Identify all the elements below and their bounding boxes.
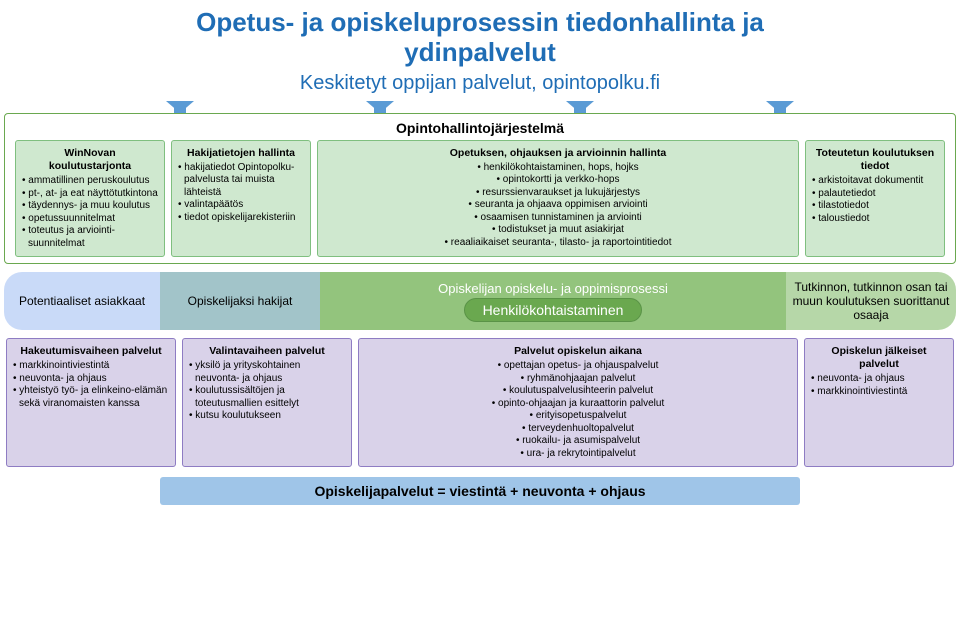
main-title-line2: ydinpalvelut: [0, 38, 960, 68]
list-item: ura- ja rekrytointipalvelut: [365, 448, 791, 461]
list-item: toteutus ja arviointi-suunnitelmat: [22, 225, 158, 250]
list-item: tiedot opiskelijarekisteriin: [178, 212, 304, 225]
box-title: Toteutetun koulutuksen tiedot: [812, 147, 938, 173]
box-list: opettajan opetus- ja ohjauspalvelut ryhm…: [365, 360, 791, 460]
top-col-tarjonta: WinNovan koulutustarjonta ammatillinen p…: [15, 140, 165, 257]
box-title: Opetuksen, ohjauksen ja arvioinnin halli…: [324, 147, 792, 160]
list-item: osaamisen tunnistaminen ja arviointi: [324, 212, 792, 225]
horizon-label: Potentiaaliset asiakkaat: [19, 294, 145, 308]
list-item: seuranta ja ohjaava oppimisen arviointi: [324, 199, 792, 212]
top-col-toteutettu: Toteutetun koulutuksen tiedot arkistoita…: [805, 140, 945, 257]
box-title: Hakijatietojen hallinta: [178, 147, 304, 160]
bottom-band: Hakeutumisvaiheen palvelut markkinointiv…: [0, 338, 960, 467]
box-list: neuvonta- ja ohjaus markkinointiviestint…: [811, 373, 947, 398]
list-item: opintokortti ja verkko-hops: [324, 174, 792, 187]
horizon-tutkinto: Tutkinnon, tutkinnon osan tai muun koulu…: [786, 272, 956, 330]
bot-col-aikana: Palvelut opiskelun aikana opettajan opet…: [358, 338, 798, 467]
arrow-down-icon: [766, 101, 794, 113]
arrows-row: [0, 99, 960, 113]
ohj-system-frame: Opintohallintojärjestelmä WinNovan koulu…: [4, 113, 956, 264]
bot-col-jalkeiset: Opiskelun jälkeiset palvelut neuvonta- j…: [804, 338, 954, 467]
list-item: täydennys- ja muu koulutus: [22, 200, 158, 213]
list-item: terveydenhuoltopalvelut: [365, 423, 791, 436]
main-title-line1: Opetus- ja opiskeluprosessin tiedonhalli…: [0, 8, 960, 38]
list-item: arkistoitavat dokumentit: [812, 175, 938, 188]
footer-bar: Opiskelijapalvelut = viestintä + neuvont…: [160, 477, 800, 505]
box-list: markkinointiviestintä neuvonta- ja ohjau…: [13, 360, 169, 410]
box-title: Valintavaiheen palvelut: [189, 345, 345, 358]
list-item: neuvonta- ja ohjaus: [13, 373, 169, 386]
list-item: kutsu koulutukseen: [189, 410, 345, 423]
list-item: resurssienvaraukset ja lukujärjestys: [324, 187, 792, 200]
process-horizon-row: Potentiaaliset asiakkaat Opiskelijaksi h…: [4, 272, 956, 330]
list-item: yhteistyö työ- ja elinkeino-elämän sekä …: [13, 385, 169, 410]
arrow-down-icon: [566, 101, 594, 113]
box-list: arkistoitavat dokumentit palautetiedot t…: [812, 175, 938, 225]
list-item: ryhmänohjaajan palvelut: [365, 373, 791, 386]
list-item: pt-, at- ja eat näyttötutkintona: [22, 188, 158, 201]
list-item: koulutuspalvelusihteerin palvelut: [365, 385, 791, 398]
list-item: ruokailu- ja asumispalvelut: [365, 435, 791, 448]
horizon-label: Opiskelijan opiskelu- ja oppimisprosessi: [438, 281, 668, 296]
list-item: opinto-ohjaajan ja kuraattorin palvelut: [365, 398, 791, 411]
arrow-down-icon: [366, 101, 394, 113]
list-item: palautetiedot: [812, 188, 938, 201]
list-item: tilastotiedot: [812, 200, 938, 213]
list-item: reaaliaikaiset seuranta-, tilasto- ja ra…: [324, 237, 792, 250]
top-col-hakija: Hakijatietojen hallinta hakijatiedot Opi…: [171, 140, 311, 257]
list-item: neuvonta- ja ohjaus: [811, 373, 947, 386]
arrow-down-icon: [166, 101, 194, 113]
box-list: ammatillinen peruskoulutus pt-, at- ja e…: [22, 175, 158, 250]
subtitle: Keskitetyt oppijan palvelut, opintopolku…: [0, 72, 960, 95]
horizon-pill-henkilokohtaistaminen: Henkilökohtaistaminen: [464, 298, 643, 322]
list-item: taloustiedot: [812, 213, 938, 226]
list-item: henkilökohtaistaminen, hops, hojks: [324, 162, 792, 175]
list-item: markkinointiviestintä: [13, 360, 169, 373]
list-item: ammatillinen peruskoulutus: [22, 175, 158, 188]
list-item: erityisopetuspalvelut: [365, 410, 791, 423]
list-item: markkinointiviestintä: [811, 386, 947, 399]
horizon-opiskeluprosessi: Opiskelijan opiskelu- ja oppimisprosessi…: [320, 272, 786, 330]
ohj-title: Opintohallintojärjestelmä: [9, 114, 951, 140]
list-item: yksilö ja yrityskohtainen neuvonta- ja o…: [189, 360, 345, 385]
list-item: koulutussisältöjen ja toteutusmallien es…: [189, 385, 345, 410]
top-col-opetus: Opetuksen, ohjauksen ja arvioinnin halli…: [317, 140, 799, 257]
box-title: Hakeutumisvaiheen palvelut: [13, 345, 169, 358]
box-list: hakijatiedot Opintopolku-palvelusta tai …: [178, 162, 304, 225]
top-band: WinNovan koulutustarjonta ammatillinen p…: [9, 140, 951, 257]
list-item: todistukset ja muut asiakirjat: [324, 224, 792, 237]
box-title: Palvelut opiskelun aikana: [365, 345, 791, 358]
box-list: henkilökohtaistaminen, hops, hojks opint…: [324, 162, 792, 250]
bot-col-hakeutumis: Hakeutumisvaiheen palvelut markkinointiv…: [6, 338, 176, 467]
horizon-label: Tutkinnon, tutkinnon osan tai muun koulu…: [792, 280, 950, 322]
bot-col-valinta: Valintavaiheen palvelut yksilö ja yritys…: [182, 338, 352, 467]
horizon-potentiaaliset: Potentiaaliset asiakkaat: [4, 272, 160, 330]
box-title: WinNovan koulutustarjonta: [22, 147, 158, 173]
list-item: opettajan opetus- ja ohjauspalvelut: [365, 360, 791, 373]
footer-text: Opiskelijapalvelut = viestintä + neuvont…: [314, 483, 645, 499]
list-item: opetussuunnitelmat: [22, 213, 158, 226]
list-item: valintapäätös: [178, 199, 304, 212]
horizon-hakijat: Opiskelijaksi hakijat: [160, 272, 320, 330]
list-item: hakijatiedot Opintopolku-palvelusta tai …: [178, 162, 304, 200]
title-block: Opetus- ja opiskeluprosessin tiedonhalli…: [0, 0, 960, 99]
box-title: Opiskelun jälkeiset palvelut: [811, 345, 947, 371]
horizon-label: Opiskelijaksi hakijat: [188, 294, 293, 308]
box-list: yksilö ja yrityskohtainen neuvonta- ja o…: [189, 360, 345, 423]
